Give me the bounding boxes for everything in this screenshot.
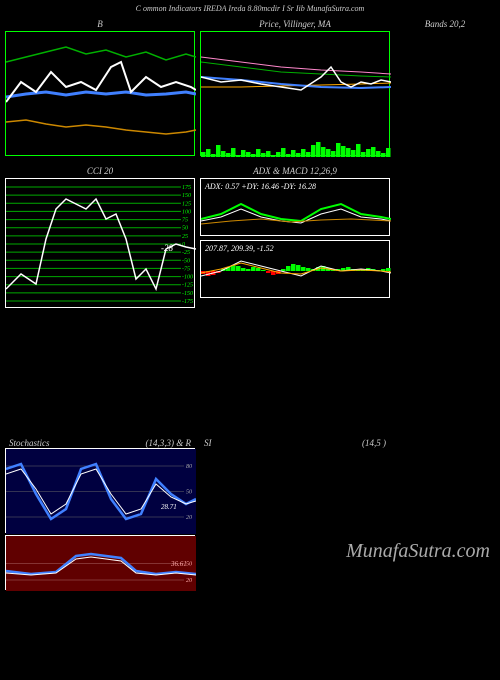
svg-text:75: 75 <box>182 218 188 224</box>
title-right: (14,5 ) <box>362 438 386 448</box>
chart-title: CCI 20 <box>5 164 195 178</box>
chart-bollinger: B <box>5 17 195 156</box>
row3-grid: Stochastics (14,3,3) & R 80 50 20 28.71 50 2… <box>0 438 500 590</box>
svg-text:28.71: 28.71 <box>161 503 177 511</box>
row2-grid: CCI 20 1751501251007550250-25-50-75-100-… <box>0 164 500 308</box>
chart-svg: 80 50 20 28.71 <box>6 449 196 534</box>
page-header: C ommon Indicators IREDA Ireda 8.80mcdir… <box>0 0 500 17</box>
chart-svg: ADX: 0.57 +DY: 16.46 -DY: 16.28 <box>201 179 391 237</box>
chart-svg: 50 20 36.61 <box>6 536 196 591</box>
svg-text:175: 175 <box>182 185 191 191</box>
chart-title: B <box>5 17 195 31</box>
chart-price-ma: Price, Villinger, MA <box>200 17 390 156</box>
chart-svg <box>201 32 391 157</box>
svg-text:-125: -125 <box>182 283 193 289</box>
svg-text:100: 100 <box>182 209 191 215</box>
chart-svg: 1751501251007550250-25-50-75-100-125-150… <box>6 179 196 309</box>
chart-stochastics: Stochastics (14,3,3) & R 80 50 20 28.71 50 2… <box>5 438 195 590</box>
svg-text:-50: -50 <box>182 258 190 264</box>
svg-text:50: 50 <box>182 226 188 232</box>
svg-text:-28: -28 <box>161 243 173 253</box>
chart-adx-macd: ADX & MACD 12,26,9 ADX: 0.57 +DY: 16.46 … <box>200 164 390 308</box>
svg-text:20: 20 <box>186 515 192 521</box>
svg-text:-150: -150 <box>182 291 193 297</box>
svg-text:50: 50 <box>186 562 192 568</box>
chart-title: Bands 20,2 <box>395 17 495 31</box>
chart-bands: Bands 20,2 <box>395 17 495 156</box>
chart-title: Stochastics (14,3,3) & R <box>5 438 195 448</box>
title-left: Stochastics <box>9 438 50 448</box>
watermark: MunafaSutra.com <box>346 540 490 563</box>
spacer <box>0 308 500 438</box>
svg-text:ADX: 0.57 +DY: 16.46 -DY: 16: ADX: 0.57 +DY: 16.46 -DY: 16.28 <box>204 182 316 191</box>
row1-grid: B Price, Villinger, MA Bands 20,2 <box>0 17 500 156</box>
svg-text:150: 150 <box>182 193 191 199</box>
chart-svg: 207.87, 209.39, -1.52 <box>201 241 391 299</box>
title-left: SI <box>204 438 212 448</box>
svg-text:20: 20 <box>186 578 192 584</box>
chart-cci: CCI 20 1751501251007550250-25-50-75-100-… <box>5 164 195 308</box>
svg-text:-100: -100 <box>182 275 193 281</box>
svg-text:-25: -25 <box>182 250 190 256</box>
chart-si: SI (14,5 ) <box>200 438 390 590</box>
title-right: (14,3,3) & R <box>146 438 192 448</box>
chart-svg <box>6 32 196 157</box>
svg-text:-175: -175 <box>182 299 193 305</box>
svg-text:125: 125 <box>182 201 191 207</box>
svg-text:207.87, 209.39, -1.52: 207.87, 209.39, -1.52 <box>205 244 274 253</box>
svg-text:-75: -75 <box>182 266 190 272</box>
chart-title: SI (14,5 ) <box>200 438 390 448</box>
chart-title: Price, Villinger, MA <box>200 17 390 31</box>
chart-title: ADX & MACD 12,26,9 <box>200 164 390 178</box>
svg-text:36.61: 36.61 <box>170 560 187 568</box>
svg-text:50: 50 <box>186 490 192 496</box>
svg-text:80: 80 <box>186 464 192 470</box>
svg-text:25: 25 <box>182 234 188 240</box>
